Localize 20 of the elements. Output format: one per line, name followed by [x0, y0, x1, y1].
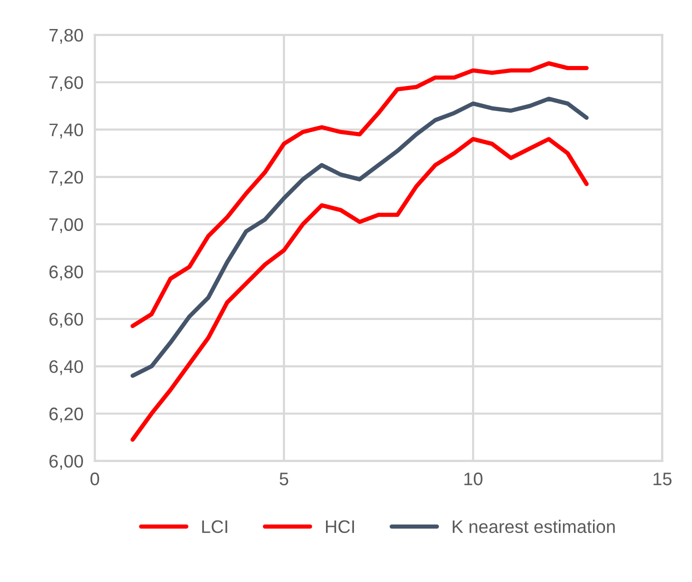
legend-label: LCI: [202, 520, 228, 534]
y-tick-label: 6,80: [49, 266, 83, 280]
legend-label: HCI: [326, 520, 354, 534]
y-tick-label: 6,20: [49, 408, 83, 422]
y-tick-label: 7,80: [49, 28, 83, 44]
legend-label: K nearest estimation: [452, 520, 615, 534]
x-tick-label: 10: [464, 472, 482, 486]
line-series: [130, 96, 589, 378]
x-tick-label: 5: [280, 472, 288, 486]
line-series: [130, 61, 589, 328]
y-tick-label: 7,60: [49, 76, 83, 92]
y-tick-label: 6,60: [49, 312, 83, 328]
x-tick-label: 15: [654, 472, 672, 486]
y-tick-label: 6,40: [49, 360, 83, 376]
y-tick-label: 7,00: [49, 218, 83, 234]
y-tick-label: 7,40: [49, 124, 83, 138]
y-tick-label: 6,00: [49, 454, 83, 470]
x-tick-label: 0: [90, 472, 100, 486]
line-series: [130, 136, 589, 442]
y-tick-label: 7,20: [49, 170, 83, 186]
